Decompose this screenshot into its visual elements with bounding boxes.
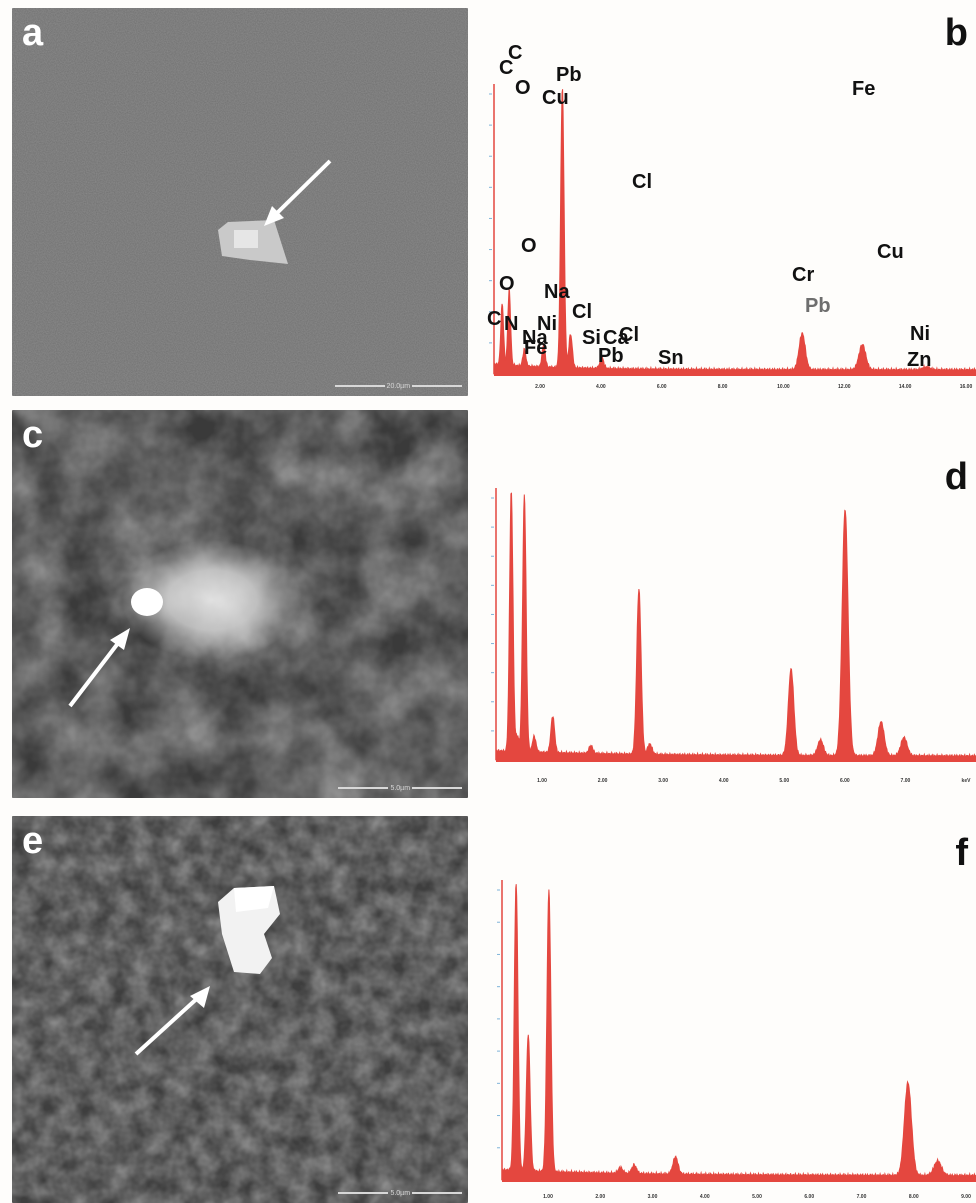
- spectrum-series: [495, 492, 976, 761]
- x-tick-label: 9.00: [961, 1194, 971, 1200]
- peak-label-ca: Ca: [603, 327, 629, 349]
- eds-spectrum-b: 2.00 4.00 6.00 8.00 10.00 12.00 14.00 16.00 Pb O C…: [470, 8, 976, 400]
- peak-label-cl: Cl: [619, 324, 639, 346]
- particle-c: [131, 588, 163, 616]
- peak-label-zn: Zn: [907, 349, 931, 371]
- x-tick-label: 4.00: [596, 384, 606, 390]
- peak-label-o: O: [515, 77, 531, 99]
- x-tick-label: 14.00: [899, 384, 912, 390]
- peak-label-si: Si: [582, 327, 601, 349]
- peak-label-fe: Fe: [524, 337, 547, 359]
- peak-label-cr: Cr: [792, 264, 814, 286]
- peak-label-ni: Ni: [537, 313, 557, 335]
- x-tick-label: 5.00: [779, 778, 789, 784]
- sem-micrograph-e: [12, 816, 468, 1203]
- x-tick-label: 7.00: [857, 1194, 867, 1200]
- x-tick-label: 8.00: [718, 384, 728, 390]
- peak-label-pb: Pb: [598, 345, 624, 367]
- peak-label-pb: Pb: [805, 295, 831, 317]
- scale-bar-text-c: 5.0µm: [390, 785, 411, 792]
- arrow-c: [68, 628, 130, 708]
- x-tick-label: 12.00: [838, 384, 851, 390]
- x-tick-label: 16.00: [960, 384, 973, 390]
- sem-image-c: c 5.0µm: [12, 410, 468, 798]
- scale-bar-e: 5.0µm: [338, 1190, 462, 1197]
- peak-label-sn: Sn: [658, 347, 684, 369]
- panel-label-e: e: [22, 820, 44, 862]
- x-tick-label: 8.00: [909, 1194, 919, 1200]
- x-tick-label: 2.00: [535, 384, 545, 390]
- x-tick-label: 1.00: [537, 778, 547, 784]
- sem-image-a: a 20.0µm: [12, 8, 468, 396]
- spectrum-series: [493, 89, 976, 375]
- scale-bar-text-a: 20.0µm: [386, 383, 411, 390]
- peak-label-na: Na: [544, 281, 570, 303]
- scale-bar-c: 5.0µm: [338, 785, 462, 792]
- peak-label-ni: Ni: [910, 323, 930, 345]
- panel-label-b: b: [944, 12, 968, 54]
- sem-image-e: e 5.0µm: [12, 816, 468, 1203]
- eds-spectrum-f-plot: 1.00 2.00 3.00 4.00 5.00 6.00 7.00 8.00 9.00 C Cu O…: [497, 42, 976, 1200]
- peak-label-na: Na: [522, 327, 548, 349]
- peak-label-c: C: [499, 57, 513, 79]
- peak-label-o: O: [499, 273, 515, 295]
- x-tick-label: 5.00: [752, 1194, 762, 1200]
- x-tick-label: 2.00: [595, 1194, 605, 1200]
- x-tick-label: 6.00: [657, 384, 667, 390]
- x-tick-label: 6.00: [840, 778, 850, 784]
- panel-label-d: d: [944, 456, 968, 498]
- peak-label-n: N: [504, 313, 518, 335]
- x-tick-label: keV: [962, 778, 972, 784]
- sem-micrograph-c: [12, 410, 468, 798]
- peak-label-cu: Cu: [877, 241, 904, 263]
- panel-label-a: a: [22, 12, 44, 54]
- x-tick-label: 2.00: [598, 778, 608, 784]
- peak-label-fe: Fe: [852, 78, 875, 100]
- eds-spectrum-d: 1.00 2.00 3.00 4.00 5.00 6.00 7.00 keV C O Fe Cl Cr N…: [470, 57, 976, 800]
- sem-micrograph-a: [12, 8, 468, 396]
- peak-label-o: O: [521, 235, 537, 257]
- arrow-a: [264, 159, 332, 226]
- peak-label-c: C: [508, 42, 522, 64]
- eds-spectrum-b-plot: 2.00 4.00 6.00 8.00 10.00 12.00 14.00 16.00PbOC…: [487, 64, 976, 390]
- x-tick-label: 6.00: [804, 1194, 814, 1200]
- x-tick-label: 3.00: [648, 1194, 658, 1200]
- eds-spectrum-f: 1.00 2.00 3.00 4.00 5.00 6.00 7.00 8.00 9.00 C Cu O…: [470, 42, 976, 1203]
- peak-label-c: C: [487, 308, 501, 330]
- panel-label-c: c: [22, 414, 44, 456]
- x-tick-label: 7.00: [901, 778, 911, 784]
- peak-label-pb: Pb: [556, 64, 582, 86]
- panel-label-f: f: [955, 832, 968, 874]
- x-tick-label: 3.00: [658, 778, 668, 784]
- x-tick-label: 1.00: [543, 1194, 553, 1200]
- x-tick-label: 10.00: [777, 384, 790, 390]
- spectrum-series: [501, 884, 976, 1181]
- scale-bar-a: 20.0µm: [334, 383, 462, 390]
- peak-label-cu: Cu: [542, 87, 569, 109]
- x-tick-label: 4.00: [719, 778, 729, 784]
- peak-label-cl: Cl: [572, 301, 592, 323]
- arrow-e: [134, 986, 210, 1056]
- scale-bar-text-e: 5.0µm: [390, 1190, 411, 1197]
- x-tick-label: 4.00: [700, 1194, 710, 1200]
- peak-label-cl: Cl: [632, 171, 652, 193]
